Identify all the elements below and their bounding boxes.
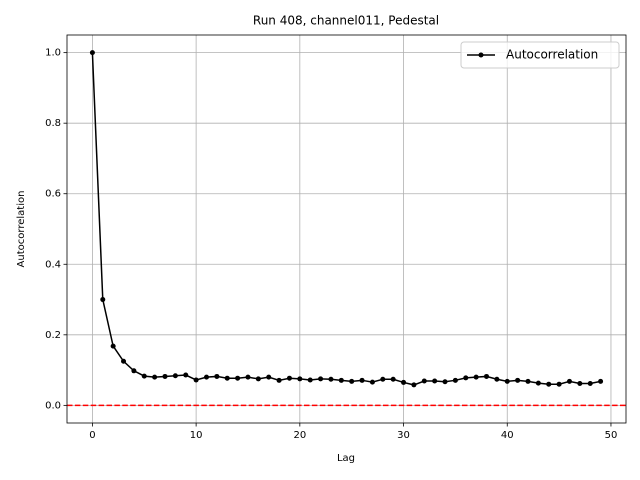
legend-marker	[478, 52, 484, 58]
data-point	[224, 375, 230, 381]
data-point	[515, 377, 521, 383]
data-point	[494, 376, 500, 382]
data-point	[89, 50, 95, 56]
y-tick-label: 0.0	[45, 400, 61, 411]
data-point	[473, 374, 479, 380]
data-point	[535, 380, 541, 386]
data-point	[110, 343, 116, 349]
data-point	[214, 373, 220, 379]
legend-box	[460, 41, 620, 69]
data-point	[484, 373, 490, 379]
data-point	[276, 377, 282, 383]
data-point	[401, 379, 407, 385]
x-tick-label: 10	[190, 430, 203, 441]
data-point	[546, 381, 552, 387]
x-tick-label: 50	[605, 430, 618, 441]
data-point	[442, 379, 448, 385]
data-point	[172, 373, 178, 379]
data-point	[266, 374, 272, 380]
data-point	[380, 376, 386, 382]
data-point	[307, 377, 313, 383]
x-tick-label: 20	[293, 430, 306, 441]
data-point	[235, 375, 241, 381]
x-tick-label: 0	[89, 430, 95, 441]
data-point	[255, 376, 261, 382]
data-point	[338, 377, 344, 383]
plot-frame	[66, 34, 627, 424]
data-point	[141, 373, 147, 379]
data-point	[525, 378, 531, 384]
data-point	[100, 297, 106, 303]
data-point	[183, 372, 189, 378]
data-point	[411, 382, 417, 388]
data-point	[421, 378, 427, 384]
data-point	[463, 375, 469, 381]
data-point	[587, 380, 593, 386]
data-point	[577, 380, 583, 386]
y-tick-label: 0.4	[45, 259, 61, 270]
data-point	[598, 378, 604, 384]
x-tick-label: 40	[501, 430, 514, 441]
data-point	[193, 377, 199, 383]
x-tick-label: 30	[397, 430, 410, 441]
y-axis-label: Autocorrelation	[16, 191, 27, 268]
data-point	[556, 381, 562, 387]
data-point	[297, 376, 303, 382]
data-point	[152, 374, 158, 380]
data-point	[203, 374, 209, 380]
data-point	[328, 376, 334, 382]
data-point	[121, 358, 127, 364]
data-point	[452, 377, 458, 383]
data-point	[162, 373, 168, 379]
x-axis-label: Lag	[337, 453, 355, 464]
data-point	[390, 376, 396, 382]
chart-title: Run 408, channel011, Pedestal	[253, 14, 439, 28]
data-point	[286, 375, 292, 381]
data-point	[369, 379, 375, 385]
data-point	[359, 377, 365, 383]
data-point	[349, 378, 355, 384]
y-tick-label: 0.2	[45, 330, 61, 341]
y-tick-label: 1.0	[45, 48, 61, 59]
data-point	[566, 378, 572, 384]
data-point	[245, 374, 251, 380]
data-point	[432, 378, 438, 384]
data-point	[318, 376, 324, 382]
legend-label: Autocorrelation	[506, 48, 598, 62]
data-point	[131, 368, 137, 374]
y-tick-label: 0.8	[45, 118, 61, 129]
data-point	[504, 378, 510, 384]
y-tick-label: 0.6	[45, 189, 61, 200]
